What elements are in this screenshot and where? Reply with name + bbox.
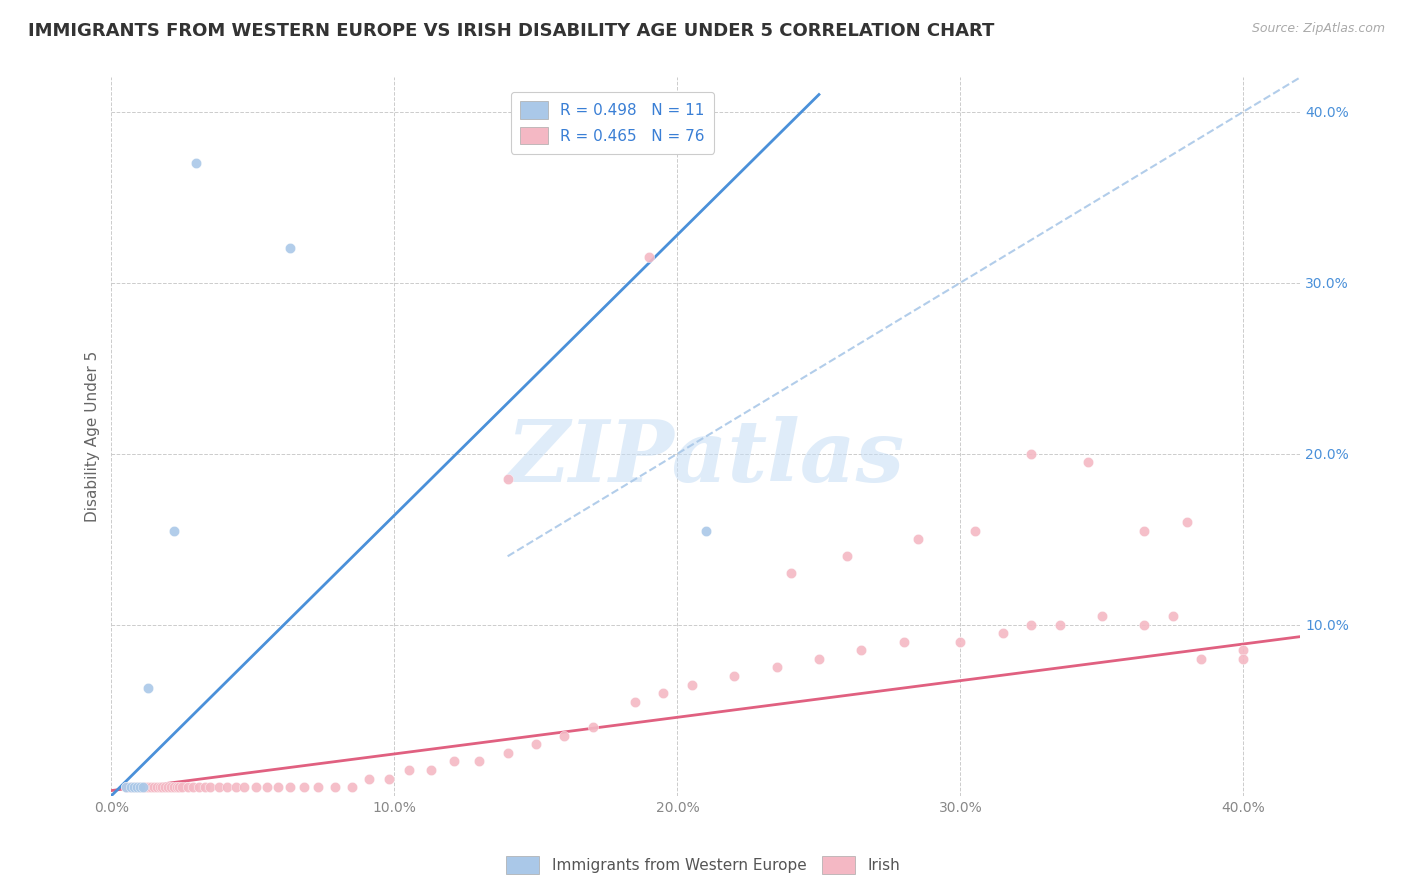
Point xyxy=(225,780,247,794)
Point xyxy=(233,780,256,794)
Point xyxy=(217,780,239,794)
Point xyxy=(134,780,156,794)
Point xyxy=(188,780,211,794)
Point xyxy=(156,780,179,794)
Point xyxy=(208,780,231,794)
Point xyxy=(468,755,491,769)
Point xyxy=(443,755,465,769)
Point xyxy=(172,780,194,794)
Legend: Immigrants from Western Europe, Irish: Immigrants from Western Europe, Irish xyxy=(499,850,907,880)
Point xyxy=(765,660,787,674)
Point xyxy=(125,780,148,794)
Point xyxy=(837,549,859,564)
Point xyxy=(624,695,647,709)
Point xyxy=(1133,524,1156,538)
Point xyxy=(136,681,159,695)
Point xyxy=(131,780,153,794)
Point xyxy=(278,242,301,256)
Point xyxy=(357,772,380,786)
Point xyxy=(186,156,208,170)
Point xyxy=(131,780,153,794)
Point xyxy=(1232,652,1254,666)
Point xyxy=(194,780,217,794)
Point xyxy=(581,720,603,734)
Point xyxy=(949,634,972,648)
Point xyxy=(153,780,176,794)
Point xyxy=(163,780,186,794)
Point xyxy=(114,780,136,794)
Point xyxy=(963,524,986,538)
Text: ZIPatlas: ZIPatlas xyxy=(506,417,905,500)
Point xyxy=(128,780,150,794)
Point xyxy=(148,780,170,794)
Point xyxy=(136,780,159,794)
Point xyxy=(128,780,150,794)
Point xyxy=(177,780,200,794)
Point xyxy=(1161,609,1184,624)
Point xyxy=(496,472,519,486)
Point xyxy=(681,677,703,691)
Legend: R = 0.498   N = 11, R = 0.465   N = 76: R = 0.498 N = 11, R = 0.465 N = 76 xyxy=(512,92,714,153)
Point xyxy=(496,746,519,760)
Point xyxy=(378,772,401,786)
Point xyxy=(323,780,346,794)
Point xyxy=(307,780,329,794)
Point xyxy=(779,566,801,581)
Point xyxy=(907,532,929,546)
Point xyxy=(245,780,267,794)
Point xyxy=(1077,455,1099,469)
Point xyxy=(117,780,139,794)
Point xyxy=(256,780,278,794)
Point xyxy=(1189,652,1212,666)
Point xyxy=(893,634,915,648)
Point xyxy=(1232,643,1254,657)
Point xyxy=(120,780,142,794)
Point xyxy=(1091,609,1114,624)
Point xyxy=(652,686,675,700)
Point xyxy=(267,780,290,794)
Point xyxy=(1175,515,1198,529)
Point xyxy=(160,780,183,794)
Point xyxy=(991,626,1014,640)
Point xyxy=(524,738,547,752)
Point xyxy=(1019,617,1042,632)
Point xyxy=(163,524,186,538)
Point xyxy=(420,763,443,777)
Point xyxy=(169,780,191,794)
Point xyxy=(638,250,661,264)
Point xyxy=(695,524,717,538)
Point xyxy=(139,780,162,794)
Point xyxy=(292,780,315,794)
Point xyxy=(398,763,420,777)
Point xyxy=(150,780,173,794)
Point xyxy=(1019,447,1042,461)
Point xyxy=(340,780,363,794)
Point xyxy=(200,780,222,794)
Point xyxy=(142,780,165,794)
Point xyxy=(553,729,575,743)
Point xyxy=(851,643,873,657)
Point xyxy=(723,669,745,683)
Point xyxy=(278,780,301,794)
Point xyxy=(122,780,145,794)
Point xyxy=(120,780,142,794)
Point xyxy=(1049,617,1071,632)
Point xyxy=(807,652,830,666)
Text: IMMIGRANTS FROM WESTERN EUROPE VS IRISH DISABILITY AGE UNDER 5 CORRELATION CHART: IMMIGRANTS FROM WESTERN EUROPE VS IRISH … xyxy=(28,22,994,40)
Text: Source: ZipAtlas.com: Source: ZipAtlas.com xyxy=(1251,22,1385,36)
Point xyxy=(145,780,167,794)
Point xyxy=(183,780,205,794)
Point xyxy=(125,780,148,794)
Point xyxy=(1133,617,1156,632)
Point xyxy=(122,780,145,794)
Point xyxy=(166,780,188,794)
Y-axis label: Disability Age Under 5: Disability Age Under 5 xyxy=(86,351,100,522)
Point xyxy=(114,780,136,794)
